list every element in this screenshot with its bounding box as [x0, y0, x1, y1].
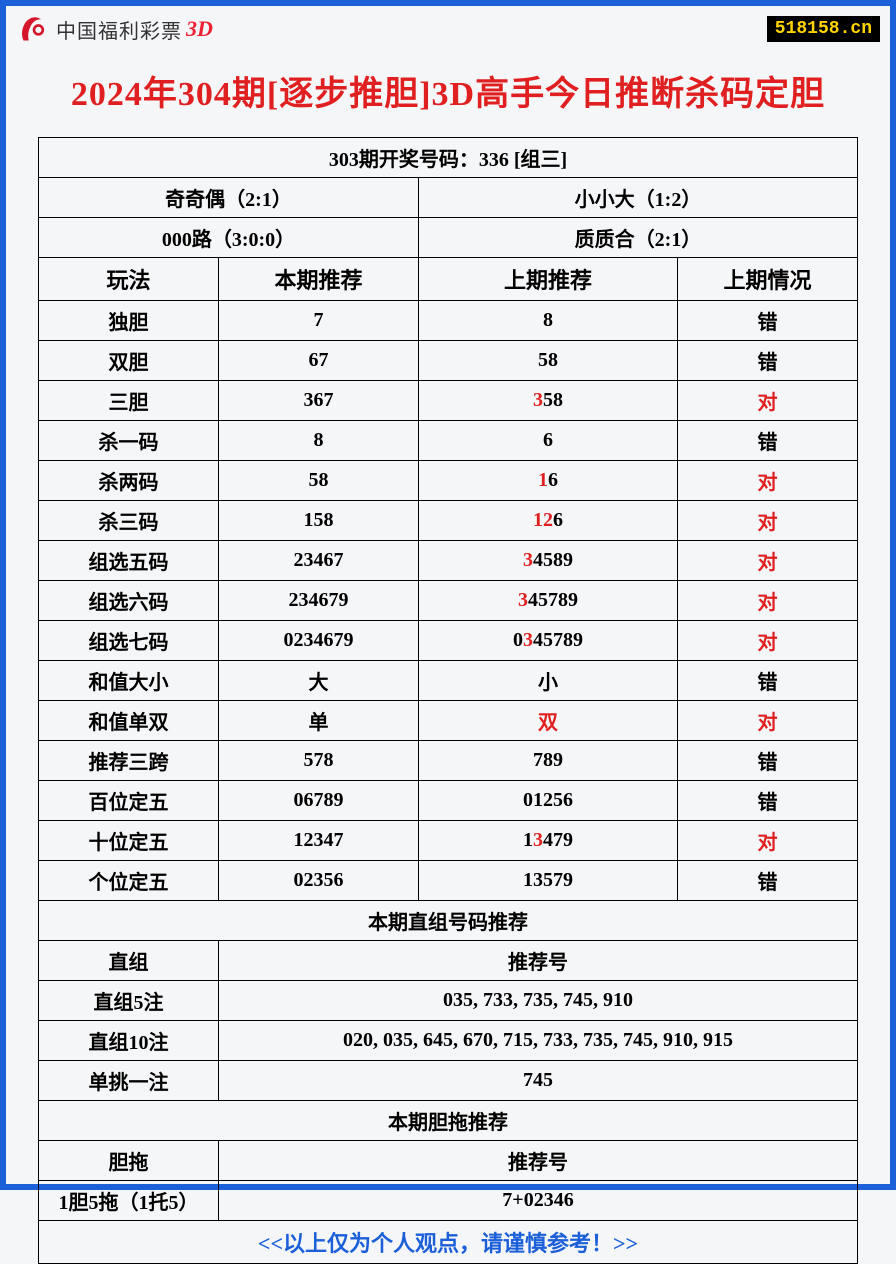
row-status: 错: [678, 741, 858, 781]
page-title: 2024年304期[逐步推胆]3D高手今日推断杀码定胆: [6, 46, 890, 137]
row-name: 推荐三跨: [39, 741, 219, 781]
col-header: 上期推荐: [419, 258, 678, 301]
row-prev: 126: [419, 501, 678, 541]
row-name: 和值大小: [39, 661, 219, 701]
row-name: 十位定五: [39, 821, 219, 861]
row-name: 组选五码: [39, 541, 219, 581]
row-status: 对: [678, 461, 858, 501]
row-status: 对: [678, 621, 858, 661]
section-row-val: 020, 035, 645, 670, 715, 733, 735, 745, …: [219, 1021, 858, 1061]
row-current: 578: [219, 741, 419, 781]
section-col-header: 推荐号: [219, 1141, 858, 1181]
section-col-header: 直组: [39, 941, 219, 981]
section-title: 本期直组号码推荐: [39, 901, 858, 941]
row-current: 67: [219, 341, 419, 381]
row-current: 06789: [219, 781, 419, 821]
row-current: 8: [219, 421, 419, 461]
col-header: 玩法: [39, 258, 219, 301]
row-prev: 358: [419, 381, 678, 421]
row-prev: 345789: [419, 581, 678, 621]
row-status: 错: [678, 341, 858, 381]
section-row-val: 7+02346: [219, 1181, 858, 1221]
row-prev: 58: [419, 341, 678, 381]
row-prev: 13479: [419, 821, 678, 861]
logo-area: 中国福利彩票 3D: [16, 14, 213, 44]
row-status: 对: [678, 501, 858, 541]
row-status: 错: [678, 421, 858, 461]
row-name: 三胆: [39, 381, 219, 421]
last-draw: 303期开奖号码：336 [组三]: [39, 138, 858, 178]
summary-cell: 奇奇偶（2:1）: [39, 178, 419, 218]
row-current: 234679: [219, 581, 419, 621]
row-prev: 789: [419, 741, 678, 781]
section-row-val: 035, 733, 735, 745, 910: [219, 981, 858, 1021]
row-current: 7: [219, 301, 419, 341]
row-status: 错: [678, 301, 858, 341]
row-prev: 6: [419, 421, 678, 461]
row-status: 对: [678, 821, 858, 861]
col-header: 本期推荐: [219, 258, 419, 301]
header-bar: 中国福利彩票 3D 518158.cn: [6, 6, 890, 46]
prediction-table: 303期开奖号码：336 [组三] 奇奇偶（2:1） 小小大（1:2） 000路…: [38, 137, 858, 1264]
row-current: 158: [219, 501, 419, 541]
row-current: 367: [219, 381, 419, 421]
row-current: 02356: [219, 861, 419, 901]
section-row-name: 1胆5拖（1托5）: [39, 1181, 219, 1221]
row-name: 杀两码: [39, 461, 219, 501]
row-current: 0234679: [219, 621, 419, 661]
row-prev: 01256: [419, 781, 678, 821]
row-status: 对: [678, 701, 858, 741]
row-name: 组选七码: [39, 621, 219, 661]
row-prev: 0345789: [419, 621, 678, 661]
row-status: 错: [678, 781, 858, 821]
section-col-header: 胆拖: [39, 1141, 219, 1181]
row-name: 双胆: [39, 341, 219, 381]
row-prev: 34589: [419, 541, 678, 581]
summary-cell: 小小大（1:2）: [419, 178, 858, 218]
section-row-val: 745: [219, 1061, 858, 1101]
row-prev: 8: [419, 301, 678, 341]
row-status: 错: [678, 861, 858, 901]
row-name: 百位定五: [39, 781, 219, 821]
row-name: 组选六码: [39, 581, 219, 621]
row-prev: 双: [419, 701, 678, 741]
row-current: 大: [219, 661, 419, 701]
site-tag: 518158.cn: [767, 16, 880, 42]
row-current: 单: [219, 701, 419, 741]
row-status: 对: [678, 541, 858, 581]
row-prev: 小: [419, 661, 678, 701]
logo-text: 中国福利彩票: [56, 15, 182, 44]
row-status: 错: [678, 661, 858, 701]
summary-cell: 质质合（2:1）: [419, 218, 858, 258]
row-current: 23467: [219, 541, 419, 581]
row-current: 58: [219, 461, 419, 501]
row-prev: 16: [419, 461, 678, 501]
section-col-header: 推荐号: [219, 941, 858, 981]
lottery-logo-icon: [16, 14, 52, 44]
summary-cell: 000路（3:0:0）: [39, 218, 419, 258]
section-row-name: 直组5注: [39, 981, 219, 1021]
row-status: 对: [678, 581, 858, 621]
row-name: 个位定五: [39, 861, 219, 901]
section-title: 本期胆拖推荐: [39, 1101, 858, 1141]
row-name: 杀一码: [39, 421, 219, 461]
col-header: 上期情况: [678, 258, 858, 301]
section-row-name: 单挑一注: [39, 1061, 219, 1101]
row-current: 12347: [219, 821, 419, 861]
row-prev: 13579: [419, 861, 678, 901]
logo-suffix: 3D: [186, 16, 213, 42]
row-name: 杀三码: [39, 501, 219, 541]
row-name: 和值单双: [39, 701, 219, 741]
section-row-name: 直组10注: [39, 1021, 219, 1061]
row-status: 对: [678, 381, 858, 421]
footer-note: <<以上仅为个人观点，请谨慎参考！>>: [39, 1221, 858, 1264]
row-name: 独胆: [39, 301, 219, 341]
